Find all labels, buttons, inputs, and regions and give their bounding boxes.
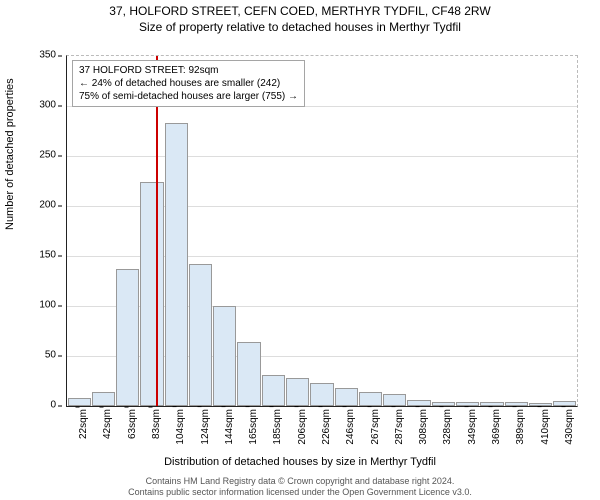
histogram-bar [68,398,91,406]
x-tick-label: 430sqm [564,409,575,445]
x-tick-label: 389sqm [515,409,526,445]
y-tick-label: 350 [39,50,56,61]
footer-licence: Contains public sector information licen… [0,487,600,498]
y-tick-label: 100 [39,300,56,311]
y-tick-label: 300 [39,100,56,111]
x-tick-label: 42sqm [102,409,113,439]
x-tick-label: 349sqm [467,409,478,445]
histogram-bar [140,182,163,406]
x-axis-label: Distribution of detached houses by size … [0,456,600,468]
x-tick-label: 410sqm [540,409,551,445]
histogram-bar [286,378,309,406]
histogram-bar [310,383,333,406]
histogram-plot-area [66,55,578,407]
x-tick-label: 104sqm [175,409,186,445]
histogram-bar [456,402,479,406]
footer-copyright: Contains HM Land Registry data © Crown c… [0,476,600,487]
histogram-bar [213,306,236,406]
histogram-bar [189,264,212,406]
histogram-bar [553,401,576,406]
x-tick-label: 144sqm [224,409,235,445]
y-tick-label: 0 [50,400,56,411]
x-tick-label: 328sqm [442,409,453,445]
info-larger: 75% of semi-detached houses are larger (… [79,90,298,103]
x-tick-label: 22sqm [78,409,89,439]
x-tick-label: 369sqm [491,409,502,445]
histogram-bar [92,392,115,406]
histogram-bar [407,400,430,406]
x-axis-ticks: 22sqm 42sqm 63sqm 83sqm 104sqm 124sqm 144sqm 16… [66,405,576,450]
property-marker-line [156,56,158,406]
histogram-bar [359,392,382,406]
histogram-bar [432,402,455,406]
y-tick-label: 200 [39,200,56,211]
title-address: 37, HOLFORD STREET, CEFN COED, MERTHYR T… [0,4,600,20]
x-tick-label: 287sqm [394,409,405,445]
info-smaller: ← 24% of detached houses are smaller (24… [79,77,298,90]
x-tick-label: 308sqm [418,409,429,445]
x-tick-label: 246sqm [345,409,356,445]
histogram-bar [529,403,552,406]
x-tick-label: 185sqm [272,409,283,445]
title-description: Size of property relative to detached ho… [0,20,600,36]
histogram-bar [480,402,503,406]
histogram-bar [116,269,139,406]
chart-footer: Contains HM Land Registry data © Crown c… [0,476,600,498]
y-axis-ticks: 050100150200250300350 [32,55,62,405]
histogram-bar [262,375,285,406]
x-tick-label: 63sqm [127,409,138,439]
info-size: 37 HOLFORD STREET: 92sqm [79,64,298,77]
histogram-bar [505,402,528,406]
y-tick-label: 250 [39,150,56,161]
histogram-bar [383,394,406,406]
x-tick-label: 124sqm [200,409,211,445]
y-axis-label: Number of detached properties [4,78,16,230]
histogram-bar [237,342,260,406]
y-tick-label: 150 [39,250,56,261]
y-tick-label: 50 [45,350,56,361]
chart-title-block: 37, HOLFORD STREET, CEFN COED, MERTHYR T… [0,0,600,35]
property-info-box: 37 HOLFORD STREET: 92sqm ← 24% of detach… [72,60,305,107]
x-tick-label: 267sqm [370,409,381,445]
x-tick-label: 83sqm [151,409,162,439]
histogram-bar [335,388,358,406]
x-tick-label: 226sqm [321,409,332,445]
x-tick-label: 165sqm [248,409,259,445]
x-tick-label: 206sqm [297,409,308,445]
histogram-bar [165,123,188,406]
